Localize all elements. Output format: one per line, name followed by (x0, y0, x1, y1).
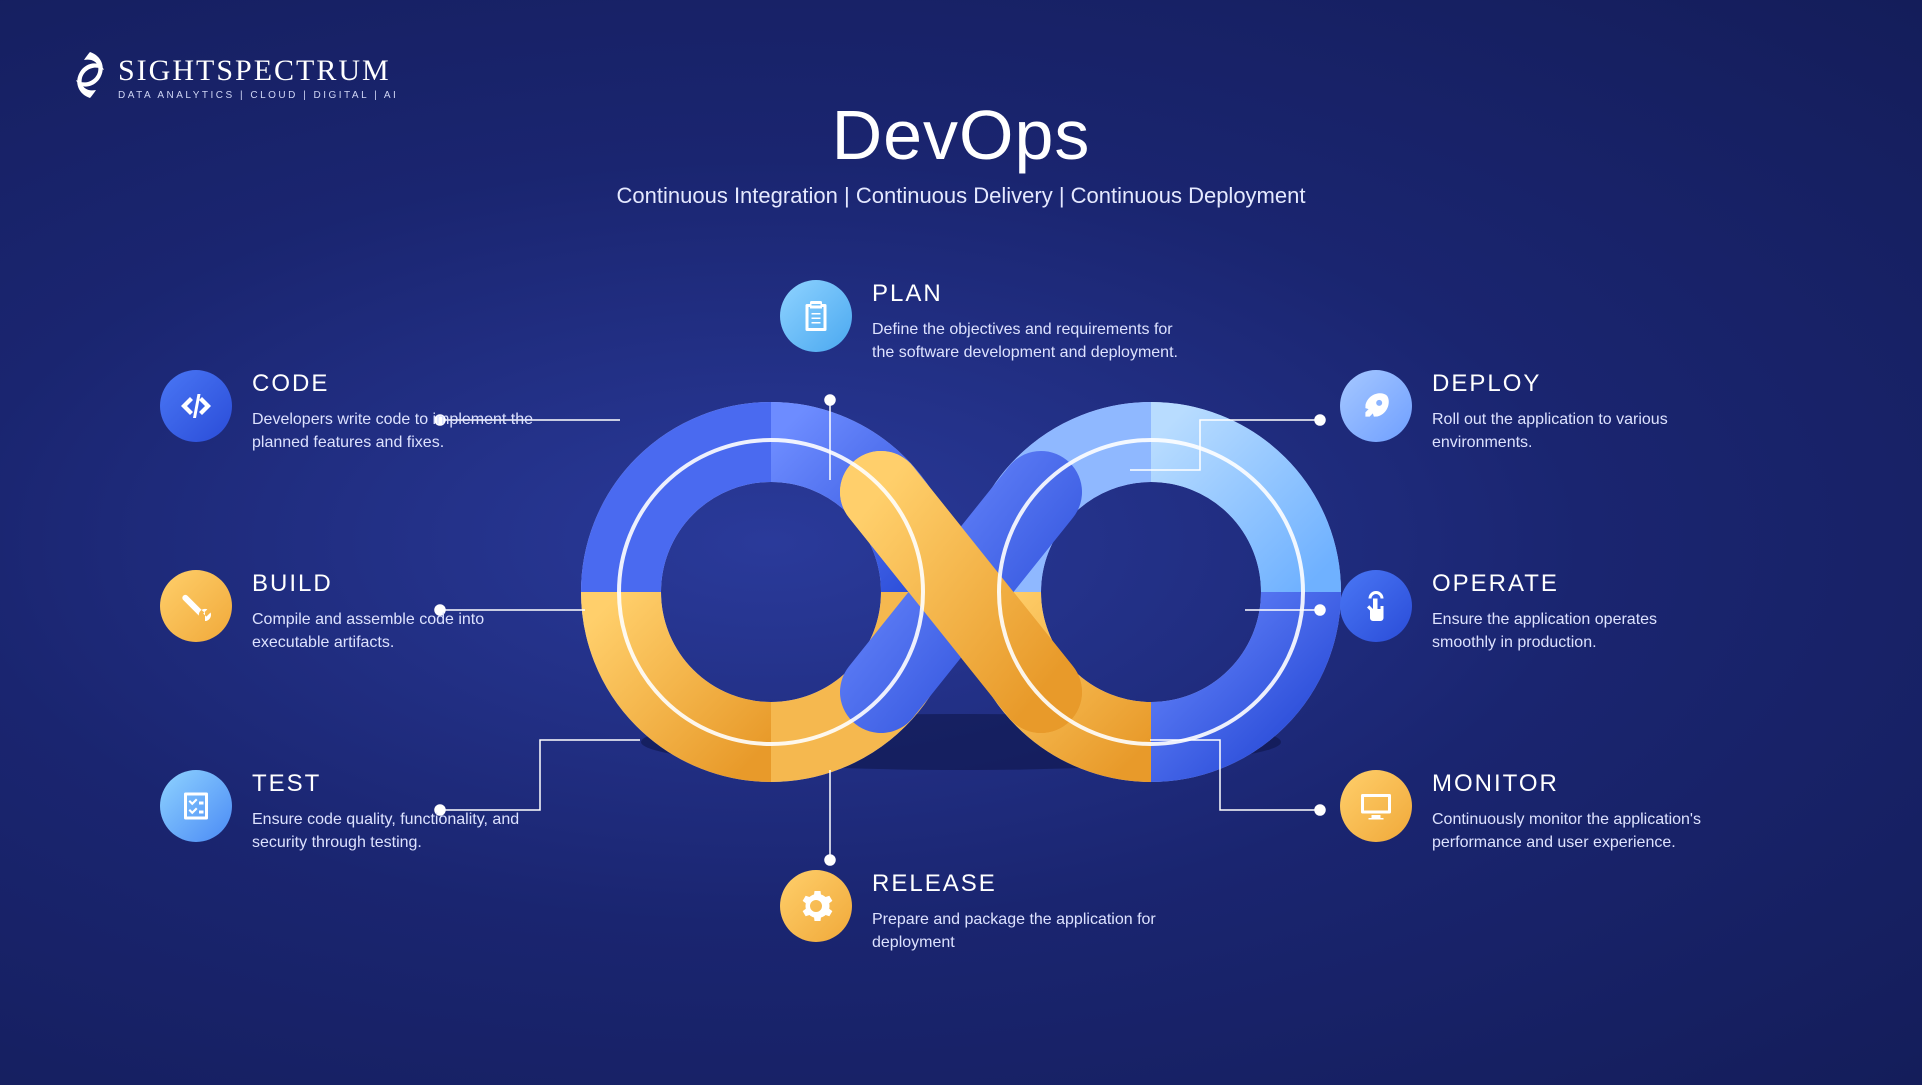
stage-code-title: CODE (252, 370, 542, 398)
stage-deploy: DEPLOY Roll out the application to vario… (1340, 370, 1722, 454)
code-icon (160, 370, 232, 442)
stage-build: BUILD Compile and assemble code into exe… (160, 570, 542, 654)
stage-test-title: TEST (252, 770, 542, 798)
stage-build-title: BUILD (252, 570, 542, 598)
gear-icon (780, 870, 852, 942)
checklist-icon (160, 770, 232, 842)
clipboard-icon (780, 280, 852, 352)
monitor-icon (1340, 770, 1412, 842)
rocket-icon (1340, 370, 1412, 442)
stage-deploy-title: DEPLOY (1432, 370, 1722, 398)
stage-deploy-desc: Roll out the application to various envi… (1432, 408, 1722, 454)
stage-operate-title: OPERATE (1432, 570, 1722, 598)
wrench-icon (160, 570, 232, 642)
stage-code-desc: Developers write code to implement the p… (252, 408, 542, 454)
stage-release-desc: Prepare and package the application for … (872, 908, 1182, 954)
stage-test: TEST Ensure code quality, functionality,… (160, 770, 542, 854)
stage-operate: OPERATE Ensure the application operates … (1340, 570, 1722, 654)
stage-monitor-title: MONITOR (1432, 770, 1772, 798)
stage-release-title: RELEASE (872, 870, 1182, 898)
stage-build-desc: Compile and assemble code into executabl… (252, 608, 542, 654)
stage-test-desc: Ensure code quality, functionality, and … (252, 808, 542, 854)
stage-monitor-desc: Continuously monitor the application's p… (1432, 808, 1772, 854)
stage-release: RELEASE Prepare and package the applicat… (780, 870, 1182, 954)
stage-plan-desc: Define the objectives and requirements f… (872, 318, 1182, 364)
touch-icon (1340, 570, 1412, 642)
stage-plan-title: PLAN (872, 280, 1182, 308)
stage-code: CODE Developers write code to implement … (160, 370, 542, 454)
stage-monitor: MONITOR Continuously monitor the applica… (1340, 770, 1772, 854)
stage-plan: PLAN Define the objectives and requireme… (780, 280, 1182, 364)
stage-operate-desc: Ensure the application operates smoothly… (1432, 608, 1722, 654)
